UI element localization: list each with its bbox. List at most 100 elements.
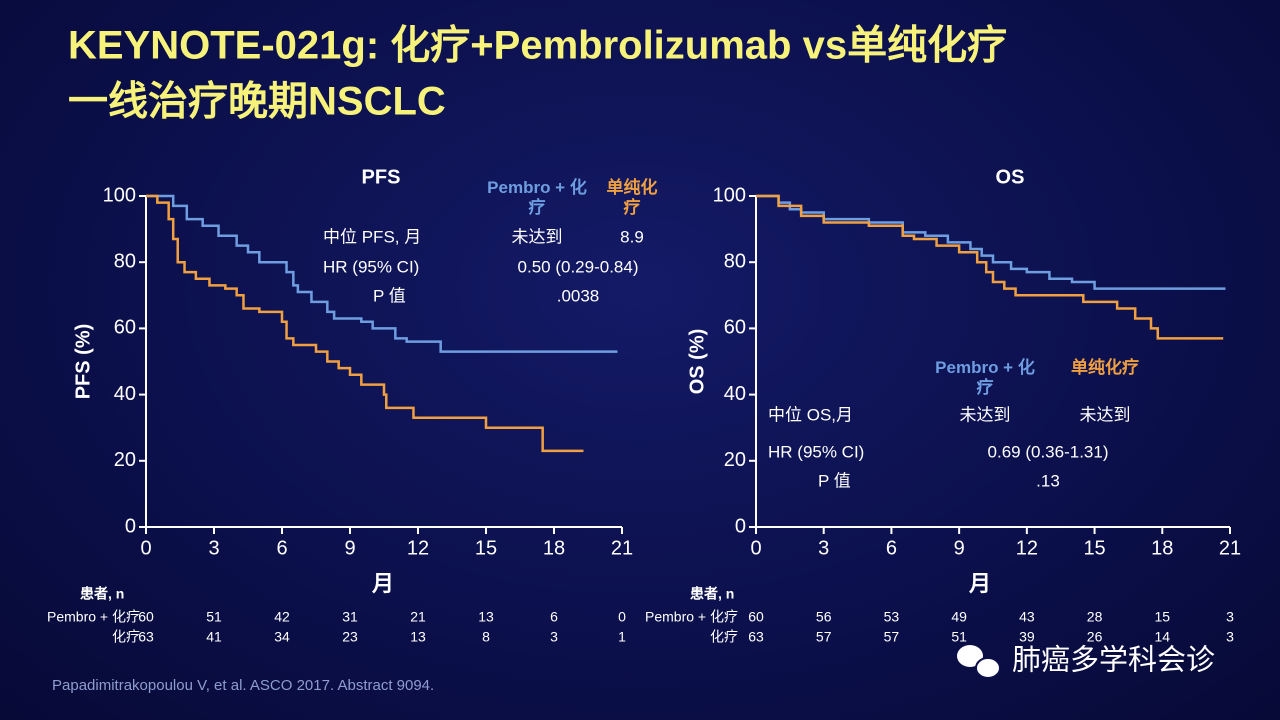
- at-risk-count: 34: [274, 629, 290, 645]
- x-tick-label: 18: [1151, 537, 1173, 559]
- stats-cell: HR (95% CI): [323, 257, 419, 276]
- x-tick-label: 12: [1016, 537, 1038, 559]
- legend-label: 单纯化疗: [606, 178, 658, 217]
- x-tick-label: 3: [818, 537, 829, 559]
- x-axis-label: 月: [371, 571, 394, 596]
- at-risk-count: 28: [1087, 609, 1103, 625]
- at-risk-count: 60: [748, 609, 764, 625]
- legend-label: Pembro + 化疗: [487, 178, 587, 217]
- x-tick-label: 21: [611, 537, 633, 559]
- x-tick-label: 3: [208, 537, 219, 559]
- y-tick-label: 60: [114, 317, 136, 339]
- x-tick-label: 18: [543, 537, 565, 559]
- at-risk-count: 14: [1154, 629, 1170, 645]
- at-risk-label: 化疗: [112, 629, 140, 645]
- x-tick-label: 0: [140, 537, 151, 559]
- y-tick-label: 20: [114, 449, 136, 471]
- at-risk-count: 63: [748, 629, 764, 645]
- at-risk-count: 51: [951, 629, 967, 645]
- legend-label: 单纯化疗: [1071, 358, 1139, 377]
- km-curve: [756, 194, 1226, 290]
- km-curve: [146, 194, 618, 353]
- at-risk-count: 39: [1019, 629, 1035, 645]
- at-risk-count: 13: [410, 629, 426, 645]
- km-curve: [146, 194, 584, 453]
- x-tick-label: 12: [407, 537, 429, 559]
- km-curve: [756, 194, 1224, 340]
- at-risk-count: 56: [816, 609, 832, 625]
- at-risk-label: 化疗: [710, 629, 738, 645]
- at-risk-count: 3: [1226, 629, 1234, 645]
- at-risk-count: 42: [274, 609, 290, 625]
- x-axis-label: 月: [968, 571, 991, 596]
- y-tick-label: 80: [724, 250, 746, 272]
- at-risk-count: 3: [1226, 609, 1234, 625]
- stats-cell: 中位 PFS, 月: [323, 227, 421, 246]
- at-risk-count: 63: [138, 629, 154, 645]
- wechat-icon: [957, 645, 1001, 679]
- y-tick-label: 80: [114, 250, 136, 272]
- stats-cell: .0038: [557, 286, 600, 305]
- y-tick-label: 40: [114, 383, 136, 405]
- legend-entry: 单纯化疗: [606, 178, 658, 217]
- x-tick-label: 15: [1083, 537, 1105, 559]
- y-tick-label: 0: [125, 515, 136, 537]
- stats-cell: 未达到: [960, 405, 1011, 424]
- at-risk-header: 患者, n: [80, 586, 124, 602]
- at-risk-count: 53: [884, 609, 900, 625]
- y-tick-label: 100: [103, 184, 136, 206]
- at-risk-count: 1: [618, 629, 626, 645]
- watermark: 肺癌多学科会诊: [1012, 644, 1215, 677]
- x-tick-label: 15: [475, 537, 497, 559]
- x-tick-label: 9: [344, 537, 355, 559]
- stats-cell: 未达到: [512, 227, 563, 246]
- footnote: Papadimitrakopoulou V, et al. ASCO 2017.…: [52, 677, 434, 694]
- stats-cell: 8.9: [620, 227, 644, 246]
- at-risk-count: 57: [884, 629, 900, 645]
- legend-label: Pembro + 化疗: [935, 358, 1035, 397]
- y-tick-label: 60: [724, 317, 746, 339]
- at-risk-count: 57: [816, 629, 832, 645]
- x-tick-label: 9: [954, 537, 965, 559]
- at-risk-count: 23: [342, 629, 358, 645]
- stats-cell: P 值: [373, 286, 406, 305]
- at-risk-count: 43: [1019, 609, 1035, 625]
- at-risk-count: 41: [206, 629, 222, 645]
- stats-cell: 未达到: [1080, 405, 1131, 424]
- at-risk-count: 31: [342, 609, 358, 625]
- stats-cell: HR (95% CI): [768, 442, 864, 461]
- stats-cell: 0.50 (0.29-0.84): [518, 257, 639, 276]
- at-risk-count: 0: [618, 609, 626, 625]
- at-risk-count: 60: [138, 609, 154, 625]
- legend-entry: Pembro + 化疗: [487, 178, 587, 217]
- at-risk-count: 6: [550, 609, 558, 625]
- stats-cell: 中位 OS,月: [768, 405, 853, 424]
- y-axis-label: OS (%): [686, 329, 708, 395]
- legend-entry: Pembro + 化疗: [935, 358, 1035, 397]
- x-tick-label: 0: [750, 537, 761, 559]
- at-risk-count: 15: [1154, 609, 1170, 625]
- x-tick-label: 6: [276, 537, 287, 559]
- slide-title: KEYNOTE-021g: 化疗+Pembrolizumab vs单纯化疗: [68, 24, 1007, 68]
- chart-title: OS: [996, 166, 1025, 188]
- chart-title: PFS: [362, 166, 401, 188]
- at-risk-count: 8: [482, 629, 490, 645]
- at-risk-count: 3: [550, 629, 558, 645]
- at-risk-count: 26: [1087, 629, 1103, 645]
- at-risk-count: 51: [206, 609, 222, 625]
- stats-cell: P 值: [818, 471, 851, 490]
- x-tick-label: 6: [886, 537, 897, 559]
- at-risk-count: 13: [478, 609, 494, 625]
- y-tick-label: 100: [713, 184, 746, 206]
- stats-cell: 0.69 (0.36-1.31): [988, 442, 1109, 461]
- slide-title: 一线治疗晚期NSCLC: [68, 80, 446, 124]
- y-tick-label: 0: [735, 515, 746, 537]
- stats-cell: .13: [1036, 471, 1060, 490]
- at-risk-header: 患者, n: [690, 586, 734, 602]
- legend-entry: 单纯化疗: [1071, 358, 1139, 377]
- at-risk-count: 21: [410, 609, 426, 625]
- y-tick-label: 40: [724, 383, 746, 405]
- y-axis-label: PFS (%): [72, 324, 94, 400]
